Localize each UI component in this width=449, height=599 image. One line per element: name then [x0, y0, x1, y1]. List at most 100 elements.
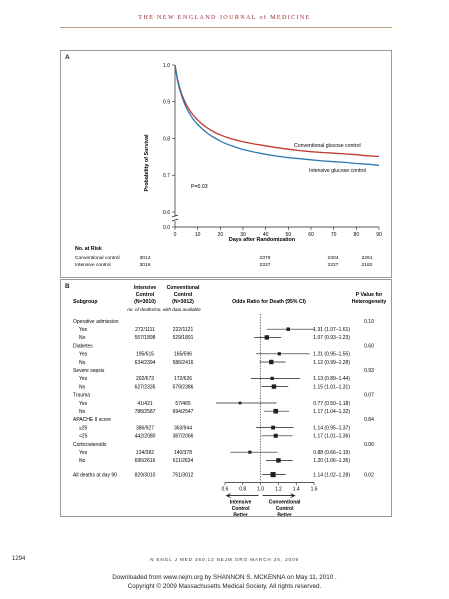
- estimate-square: [271, 384, 277, 389]
- panel-b-label: B: [65, 283, 70, 290]
- header-subgroup: Subgroup: [73, 299, 98, 305]
- forest-x-tick-label: 0.8: [239, 487, 246, 493]
- header-intensive: Control: [136, 292, 155, 298]
- row-p-value: 0.84: [364, 417, 374, 423]
- row-ci-text: 1.13 (0.89–1.44): [313, 376, 350, 382]
- estimate-square: [271, 425, 275, 430]
- download-line: Downloaded from www.nejm.org by SHANNON …: [112, 574, 337, 581]
- left-direction-label: Better: [233, 513, 248, 516]
- row-intensive: 195/615: [136, 352, 154, 358]
- row-label: No: [79, 409, 86, 415]
- at-risk-value: 2337: [260, 262, 271, 268]
- row-intensive: 634/2394: [135, 360, 156, 366]
- row-intensive: 386/927: [136, 425, 154, 431]
- row-intensive: 557/1898: [135, 335, 156, 341]
- row-label: ≥25: [79, 425, 88, 431]
- row-intensive: 829/3010: [135, 472, 156, 478]
- row-label: No: [79, 335, 86, 341]
- at-risk-value: 2261: [362, 255, 373, 261]
- header-rule: [60, 27, 392, 28]
- copyright-line: Copyright © 2009 Massachusetts Medical S…: [127, 583, 322, 590]
- x-tick-label: 70: [331, 232, 337, 238]
- row-ci-text: 0.77 (0.50–1.18): [313, 401, 350, 407]
- forest-x-tick-label: 1.2: [275, 487, 282, 493]
- citation-line: N ENGL J MED 360;13 NEJM.ORG MARCH 26, 2…: [150, 557, 299, 562]
- left-direction-label: Control: [232, 506, 250, 512]
- row-label: Yes: [79, 352, 88, 358]
- forest-plot: SubgroupIntensiveControl(N=3010)Conventi…: [73, 285, 387, 516]
- x-tick-label: 20: [218, 232, 224, 238]
- row-intensive: 134/392: [136, 450, 154, 456]
- right-direction-label: Conventional: [269, 500, 301, 506]
- forest-x-tick-label: 0.6: [221, 487, 228, 493]
- estimate-square: [248, 450, 252, 454]
- p-value: P=0.03: [191, 184, 208, 190]
- right-direction-label: Better: [277, 513, 292, 516]
- y-tick-label: 0.9: [163, 100, 170, 106]
- estimate-square: [273, 433, 278, 438]
- row-ci-text: 1.17 (1.01–1.36): [313, 434, 350, 440]
- row-conventional: 751/3012: [173, 472, 194, 478]
- row-intensive: 695/2616: [135, 458, 156, 464]
- row-label: Yes: [79, 401, 88, 407]
- at-risk-value: 2227: [328, 262, 339, 268]
- header-conventional: Control: [174, 292, 193, 298]
- row-p-value: 0.93: [364, 368, 374, 374]
- row-conventional: 140/378: [174, 450, 192, 456]
- row-conventional: 611/2634: [173, 458, 194, 464]
- estimate-square: [238, 401, 242, 405]
- legend-intensive: Intensive glucose control: [309, 168, 366, 174]
- at-risk-value: 2304: [328, 255, 339, 261]
- y-tick-label: 0.6: [163, 210, 170, 216]
- row-conventional: 222/1121: [173, 327, 194, 333]
- row-conventional: 579/2386: [173, 384, 194, 390]
- row-conventional: 172/626: [174, 376, 192, 382]
- x-tick-label: 80: [354, 232, 360, 238]
- y-tick-label: 0.8: [163, 136, 170, 142]
- header-intensive: (N=3010): [134, 299, 156, 305]
- row-conventional: 529/1891: [173, 335, 194, 341]
- row-ci-text: 1.21 (0.95–1.55): [313, 352, 350, 358]
- panel-a-label: A: [65, 54, 70, 61]
- header-subtext: no. of deaths/no. with data available: [127, 307, 201, 312]
- header-p-value: Heterogeneity: [352, 299, 387, 305]
- row-label: Diabetes: [73, 343, 93, 349]
- header-p-value: P Value for: [356, 292, 383, 298]
- estimate-square: [273, 408, 279, 414]
- row-intensive: 272/1111: [135, 327, 155, 333]
- at-risk-label-intensive: Intensive control: [75, 262, 111, 268]
- panel-b: B Subgroup Intensive Control (N=3010) Conven…: [60, 279, 392, 517]
- at-risk-title: No. at Risk: [75, 246, 102, 252]
- row-label: Corticosteroids: [73, 442, 107, 448]
- row-ci-text: 1.17 (1.04–1.32): [313, 409, 350, 415]
- row-p-value: 0.10: [364, 319, 374, 325]
- row-label: All deaths at day 90: [73, 472, 117, 478]
- at-risk-label-conventional: Conventional control: [75, 255, 120, 261]
- estimate-square: [270, 472, 276, 478]
- x-tick-label: 10: [195, 232, 201, 238]
- header-odds-ratio: Odds Ratio for Death (95% CI): [232, 299, 306, 305]
- header-intensive: Intensive: [134, 285, 157, 291]
- arrow-right: [262, 493, 296, 499]
- x-tick-label: 0: [174, 232, 177, 238]
- row-ci-text: 1.15 (1.01–1.31): [313, 384, 350, 390]
- row-label: No: [79, 360, 86, 366]
- row-label: APACHE II score: [73, 417, 111, 423]
- row-label: Severe sepsis: [73, 368, 105, 374]
- row-label: Yes: [79, 376, 88, 382]
- x-tick-label: 40: [263, 232, 269, 238]
- row-p-value: 0.07: [364, 393, 374, 399]
- estimate-square: [277, 352, 281, 356]
- row-intensive: 788/2587: [135, 409, 156, 415]
- y-tick-label: 0.0: [163, 225, 170, 231]
- row-ci-text: 1.31 (1.07–1.61): [313, 327, 350, 333]
- estimate-square: [269, 359, 274, 365]
- arrow-left: [225, 493, 259, 499]
- forest-x-tick-label: 1.6: [311, 487, 318, 493]
- row-ci-text: 1.20 (1.06–1.36): [313, 458, 350, 464]
- row-label: No: [79, 458, 86, 464]
- estimate-square: [264, 335, 270, 340]
- x-tick-label: 90: [376, 232, 382, 238]
- header-conventional: (N=3012): [172, 299, 194, 305]
- row-label: Trauma: [73, 393, 90, 399]
